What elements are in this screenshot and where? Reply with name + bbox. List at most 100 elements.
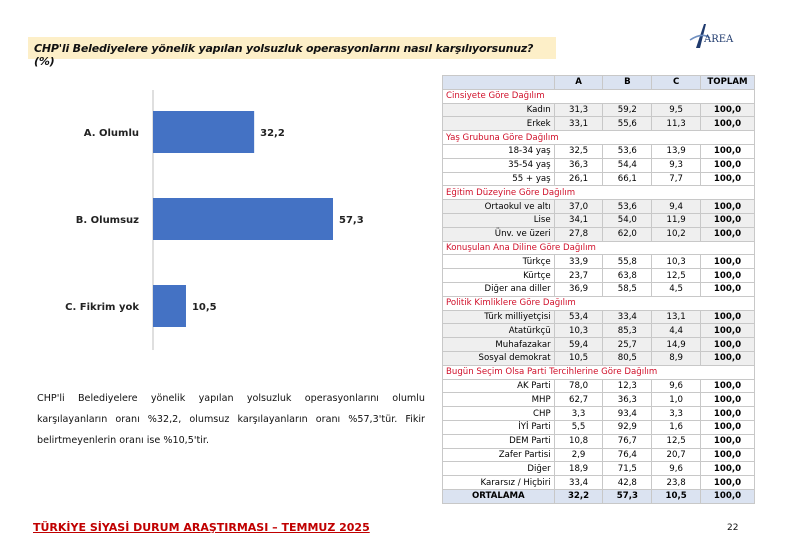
cell-value: 9,4 bbox=[651, 199, 702, 214]
section-header: Eğitim Düzeyine Göre Dağılım bbox=[442, 185, 755, 201]
cell-value: 58,5 bbox=[602, 281, 653, 297]
cell-value: 59,4 bbox=[553, 337, 604, 352]
table-row: 55 + yaş 26,1 66,1 7,7 100,0 bbox=[442, 171, 755, 187]
table-row: Atatürkçü 10,3 85,3 4,4 100,0 bbox=[442, 323, 755, 339]
cell-value: 85,3 bbox=[602, 323, 653, 339]
cell-value: 78,0 bbox=[553, 378, 604, 394]
cell-value: 42,8 bbox=[602, 475, 653, 490]
cell-value: 100,0 bbox=[700, 199, 755, 214]
cell-value: 9,5 bbox=[651, 102, 702, 118]
cell-value: 36,9 bbox=[553, 281, 604, 297]
cell-value: 3,3 bbox=[651, 406, 702, 421]
table-row: Muhafazakar 59,4 25,7 14,9 100,0 bbox=[442, 337, 755, 352]
row-label: Diğer bbox=[442, 461, 555, 477]
bar-chart: A. Olumlu 32,2 B. Olumsuz 57,3 C. Fikrim yok… bbox=[65, 90, 364, 350]
cell-value: 3,3 bbox=[553, 406, 604, 421]
row-label: AK Parti bbox=[442, 378, 555, 394]
footer-title: TÜRKİYE SİYASİ DURUM ARAŞTIRMASI – TEMMU… bbox=[33, 521, 370, 534]
table-row: Diğer ana diller 36,9 58,5 4,5 100,0 bbox=[442, 281, 755, 297]
data-label: 10,5 bbox=[192, 302, 217, 313]
section-title: Cinsiyete Göre Dağılım bbox=[442, 88, 755, 104]
row-label: Ortaokul ve altı bbox=[442, 199, 555, 214]
column-header bbox=[442, 75, 555, 90]
table-row: Türk milliyetçisi 53,4 33,4 13,1 100,0 bbox=[442, 309, 755, 325]
cell-value: 63,8 bbox=[602, 268, 653, 283]
cell-value: 71,5 bbox=[602, 461, 653, 477]
cell-value: 2,9 bbox=[553, 447, 604, 463]
category-label: B. Olumsuz bbox=[76, 215, 139, 226]
average-row: ORTALAMA 32,2 57,3 10,5 100,0 bbox=[442, 488, 755, 504]
cell-value: 37,0 bbox=[553, 199, 604, 214]
row-label: Türkçe bbox=[442, 254, 555, 270]
cell-value: 36,3 bbox=[553, 157, 604, 173]
cell-value: 32,2 bbox=[553, 488, 604, 504]
cell-value: 100,0 bbox=[700, 116, 755, 132]
cell-value: 31,3 bbox=[553, 102, 604, 118]
column-header: A bbox=[553, 75, 604, 90]
cell-value: 8,9 bbox=[651, 350, 702, 366]
bar bbox=[153, 111, 255, 153]
cell-value: 100,0 bbox=[700, 323, 755, 339]
cell-value: 9,3 bbox=[651, 157, 702, 173]
row-label: Zafer Partisi bbox=[442, 447, 555, 463]
cell-value: 53,6 bbox=[602, 143, 653, 159]
cell-value: 13,1 bbox=[651, 309, 702, 325]
cell-value: 57,3 bbox=[602, 488, 653, 504]
row-label: İYİ Parti bbox=[442, 419, 555, 435]
row-label: Muhafazakar bbox=[442, 337, 555, 352]
row-label: ORTALAMA bbox=[442, 488, 555, 504]
section-header: Yaş Grubuna Göre Dağılım bbox=[442, 130, 755, 145]
cell-value: 4,5 bbox=[651, 281, 702, 297]
page-number: 22 bbox=[727, 523, 739, 533]
table-row: Ortaokul ve altı 37,0 53,6 9,4 100,0 bbox=[442, 199, 755, 214]
cell-value: 12,5 bbox=[651, 268, 702, 283]
cell-value: 100,0 bbox=[700, 254, 755, 270]
table-row: Ünv. ve üzeri 27,8 62,0 10,2 100,0 bbox=[442, 226, 755, 242]
row-label: Sosyal demokrat bbox=[442, 350, 555, 366]
table-row: Sosyal demokrat 10,5 80,5 8,9 100,0 bbox=[442, 350, 755, 366]
category-label: A. Olumlu bbox=[84, 128, 139, 139]
row-label: Erkek bbox=[442, 116, 555, 132]
row-label: 18-34 yaş bbox=[442, 143, 555, 159]
cell-value: 100,0 bbox=[700, 171, 755, 187]
cell-value: 100,0 bbox=[700, 447, 755, 463]
data-label: 57,3 bbox=[339, 215, 364, 226]
cell-value: 100,0 bbox=[700, 281, 755, 297]
section-header: Cinsiyete Göre Dağılım bbox=[442, 88, 755, 104]
section-title: Yaş Grubuna Göre Dağılım bbox=[442, 130, 755, 145]
cell-value: 12,3 bbox=[602, 378, 653, 394]
row-label: MHP bbox=[442, 392, 555, 408]
cell-value: 11,3 bbox=[651, 116, 702, 132]
question-title: CHP'li Belediyelere yönelik yapılan yols… bbox=[28, 37, 556, 68]
table-row: 35-54 yaş 36,3 54,4 9,3 100,0 bbox=[442, 157, 755, 173]
cell-value: 33,4 bbox=[553, 475, 604, 490]
row-label: Kürtçe bbox=[442, 268, 555, 283]
cell-value: 100,0 bbox=[700, 102, 755, 118]
logo-text: AREA bbox=[704, 34, 734, 45]
row-label: Ünv. ve üzeri bbox=[442, 226, 555, 242]
section-title: Bugün Seçim Olsa Parti Tercihlerine Göre… bbox=[442, 364, 755, 380]
cell-value: 62,7 bbox=[553, 392, 604, 408]
cell-value: 20,7 bbox=[651, 447, 702, 463]
table-row: Kararsız / Hiçbiri 33,4 42,8 23,8 100,0 bbox=[442, 475, 755, 490]
table-row: Erkek 33,1 55,6 11,3 100,0 bbox=[442, 116, 755, 132]
section-title: Konuşulan Ana Diline Göre Dağılım bbox=[442, 240, 755, 256]
cell-value: 80,5 bbox=[602, 350, 653, 366]
section-title: Eğitim Düzeyine Göre Dağılım bbox=[442, 185, 755, 201]
cell-value: 9,6 bbox=[651, 378, 702, 394]
cell-value: 5,5 bbox=[553, 419, 604, 435]
cell-value: 62,0 bbox=[602, 226, 653, 242]
cell-value: 4,4 bbox=[651, 323, 702, 339]
cell-value: 10,5 bbox=[553, 350, 604, 366]
cell-value: 100,0 bbox=[700, 433, 755, 449]
cell-value: 66,1 bbox=[602, 171, 653, 187]
row-label: Lise bbox=[442, 212, 555, 228]
cell-value: 12,5 bbox=[651, 433, 702, 449]
column-header: B bbox=[602, 75, 653, 90]
cell-value: 9,6 bbox=[651, 461, 702, 477]
cell-value: 26,1 bbox=[553, 171, 604, 187]
cell-value: 34,1 bbox=[553, 212, 604, 228]
cell-value: 100,0 bbox=[700, 268, 755, 283]
cell-value: 100,0 bbox=[700, 309, 755, 325]
table-row: CHP 3,3 93,4 3,3 100,0 bbox=[442, 406, 755, 421]
